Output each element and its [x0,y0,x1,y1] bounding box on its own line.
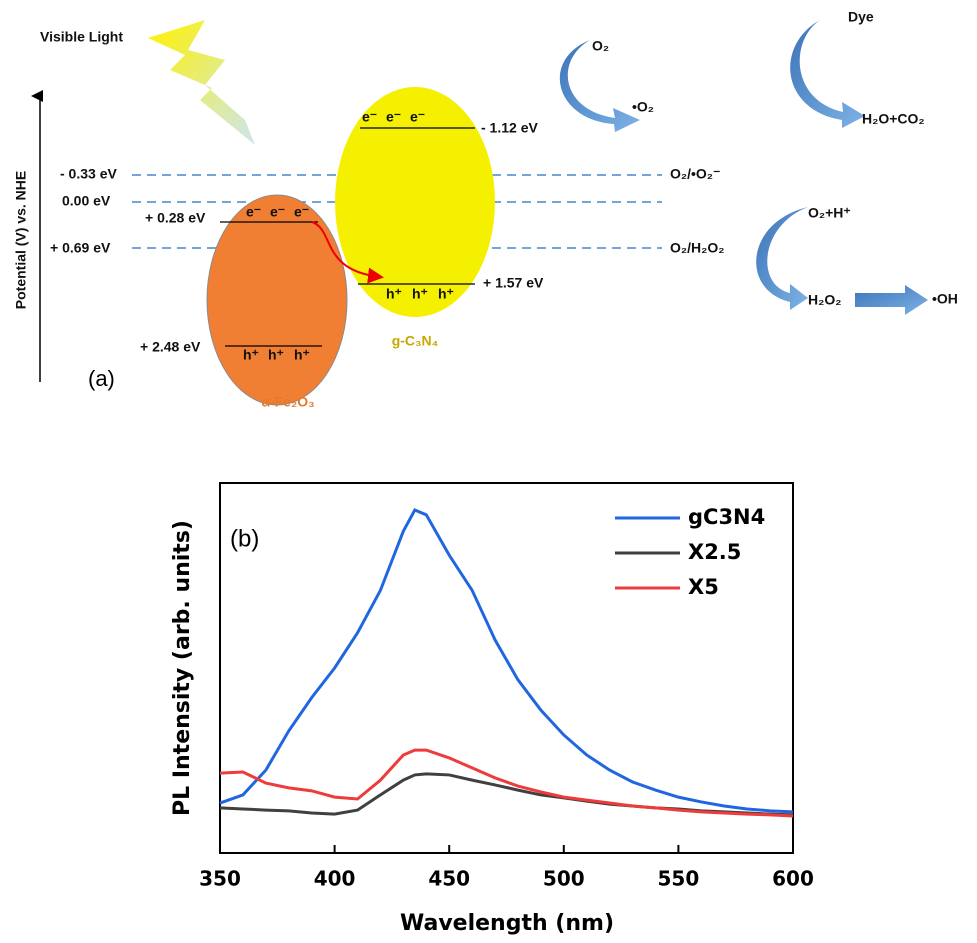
level-label: + 0.69 eV [50,240,111,256]
band-label: + 2.48 eV [140,339,201,355]
panel-label: (a) [88,366,115,391]
hole: h⁺ [438,286,454,302]
reaction-arrows [559,20,928,315]
gc3n4-label: g-C₃N₄ [392,333,439,349]
fe2o3-label: α-Fe₂O₃ [261,394,314,410]
x-tick-label: 500 [543,867,585,891]
product: •OH [932,291,958,307]
x-tick-label: 600 [772,867,814,891]
x-tick-label: 400 [314,867,356,891]
transfer-arrow [311,221,384,284]
product: H₂O₂ [808,292,841,308]
electron: e⁻ [246,204,261,220]
band-label: - 1.12 eV [481,120,538,136]
light-bolt [148,20,255,145]
electron: e⁻ [410,109,425,125]
hole: h⁺ [294,347,310,363]
hole: h⁺ [412,286,428,302]
plot-frame [219,482,794,854]
series-line [219,748,794,818]
product: H₂O+CO₂ [862,111,925,127]
series-line [219,508,794,814]
panel-label: (b) [230,525,259,552]
y-axis-label: PL Intensity (arb. units) [170,520,195,816]
couple-label: O₂/•O₂⁻ [670,166,720,182]
reactant: O₂+H⁺ [808,205,851,221]
level-label: 0.00 eV [62,193,111,209]
x-tick-label: 350 [199,867,241,891]
band-edges [220,127,475,347]
electron: e⁻ [270,204,285,220]
x-tick-label: 450 [428,867,470,891]
fe2o3-band [206,194,348,406]
electron: e⁻ [294,204,309,220]
chart: (b) Wavelength (nm) PL Intensity (arb. u… [170,482,814,936]
couple-label: O₂/H₂O₂ [670,240,724,256]
electron: e⁻ [386,109,401,125]
potential-lines [132,174,662,249]
legend-label: gC3N4 [688,505,765,529]
reactant: Dye [848,9,874,25]
axis-label: Potential (V) vs. NHE [13,171,29,309]
hole: h⁺ [386,286,402,302]
legend-label: X2.5 [688,540,741,564]
legend-label: X5 [688,575,719,599]
band-label: + 0.28 eV [145,210,206,226]
series-line [219,772,794,817]
gc3n4-band [335,87,495,317]
diagram: Visible Light Potential (V) vs. NHE - 0.… [13,9,958,410]
hole: h⁺ [243,347,259,363]
x-tick-label: 550 [658,867,700,891]
hole: h⁺ [268,347,284,363]
x-axis-label: Wavelength (nm) [400,911,614,936]
reactant: O₂ [592,38,609,54]
level-label: - 0.33 eV [60,166,117,182]
light-label: Visible Light [40,29,123,45]
product: •O₂ [632,99,654,115]
band-label: + 1.57 eV [483,275,544,291]
electron: e⁻ [362,109,377,125]
